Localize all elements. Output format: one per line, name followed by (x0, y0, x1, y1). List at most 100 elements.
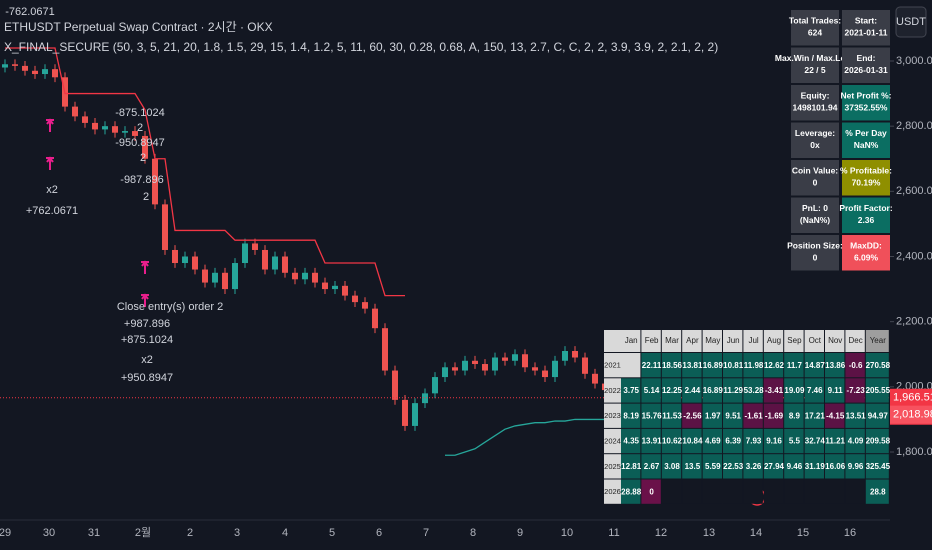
candle-body (492, 357, 498, 371)
stats-value: 0x (810, 140, 820, 150)
candle-body (112, 126, 118, 133)
month-value: 10.62 (662, 437, 683, 446)
month-cell (661, 428, 682, 454)
month-cell (682, 428, 702, 454)
month-cell (763, 403, 784, 428)
stats-label: % Profitable: (840, 165, 892, 175)
month-value: 9.46 (787, 462, 803, 471)
month-value: 12.81 (621, 462, 642, 471)
time-tick-label: 31 (88, 527, 100, 539)
trade-annotation: +875.1024 (121, 334, 173, 346)
trade-annotation: x2 (141, 354, 153, 366)
month-value: 0 (649, 487, 654, 496)
month-cell (825, 479, 845, 504)
month-value: 2.44 (685, 386, 701, 395)
candle-body (192, 256, 198, 270)
month-value: 13.51 (846, 411, 867, 420)
price-axis-panel (890, 0, 932, 550)
stats-label: Net Profit %: (841, 90, 892, 100)
month-value: 1.97 (705, 411, 721, 420)
month-value: 325.45 (866, 462, 891, 471)
month-cell (825, 403, 845, 428)
candle-body (482, 364, 488, 371)
year-cell (604, 378, 621, 403)
trade-annotation: 2 (140, 152, 146, 164)
trade-marker (141, 260, 149, 274)
time-tick-label: 29 (0, 527, 11, 539)
month-cell (825, 353, 845, 378)
month-cell (784, 428, 804, 454)
month-cell (621, 378, 641, 403)
last-price-label: 1,966.51 (893, 392, 932, 404)
month-cell (804, 479, 824, 504)
stats-cell (791, 197, 839, 233)
year-cell (604, 454, 621, 479)
month-cell (845, 378, 865, 403)
candle-body (332, 285, 338, 290)
time-tick-label: 8 (470, 527, 476, 539)
month-cell (682, 378, 702, 403)
currency-button-label[interactable]: USDT (896, 16, 926, 28)
year-label: 2021 (604, 361, 621, 370)
candle-body (262, 249, 268, 270)
month-value: 270.58 (866, 361, 891, 370)
month-value: 4.35 (623, 437, 639, 446)
month-header: Jul (748, 336, 758, 345)
stats-cell (842, 122, 890, 158)
month-cell (621, 403, 641, 428)
candle-body (42, 69, 48, 75)
candle-body (362, 302, 368, 309)
month-value: 28.8 (870, 487, 886, 496)
trail-line (445, 418, 615, 456)
candle-body (522, 354, 528, 368)
month-value: 12.25 (662, 386, 683, 395)
stats-value: 1498101.94 (793, 102, 838, 112)
stats-value: 2021-01-11 (844, 27, 887, 37)
stats-value: (NaN%) (800, 215, 830, 225)
time-tick-label: 10 (561, 527, 573, 539)
month-cell (784, 353, 804, 378)
stats-cell (842, 47, 890, 83)
month-value: 8.19 (623, 411, 639, 420)
month-value: 5.14 (644, 386, 660, 395)
stats-value: 70.19% (852, 177, 881, 187)
table-header-cell (661, 330, 682, 352)
month-value: 9.96 (848, 462, 864, 471)
month-cell (723, 428, 743, 454)
month-cell (804, 353, 824, 378)
candle-body (82, 116, 88, 123)
month-value: 27.94 (764, 462, 785, 471)
currency-button[interactable] (895, 6, 927, 38)
candle-body (182, 256, 188, 264)
candle-body (12, 64, 18, 66)
month-cell (865, 454, 889, 479)
month-cell (825, 378, 845, 403)
month-value: 13.91 (642, 437, 663, 446)
month-header: Aug (767, 336, 781, 345)
month-header: Year (870, 336, 887, 345)
stats-cell (842, 85, 890, 121)
month-value: -1.61 (744, 411, 763, 420)
price-tick-label: 1,800.00 (896, 446, 932, 458)
month-value: 3.26 (746, 462, 762, 471)
candle-body (172, 249, 178, 264)
month-cell (804, 428, 824, 454)
month-header: Oct (809, 336, 822, 345)
month-header: Sep (787, 336, 802, 345)
table-header-cell (621, 330, 641, 352)
candle-body (422, 393, 428, 404)
stats-cell (791, 10, 839, 46)
candle-body (222, 272, 228, 290)
month-header: Mar (665, 336, 679, 345)
year-cell (604, 428, 621, 454)
year-cell (604, 403, 621, 428)
stats-label: Coin Value: (792, 165, 838, 175)
month-value: 7.46 (807, 386, 823, 395)
stats-label: % Per Day (845, 128, 887, 138)
time-tick-label: 2 (187, 527, 193, 539)
candle-body (32, 70, 38, 75)
candle-body (52, 69, 58, 78)
stats-value: 0 (813, 252, 818, 262)
month-value: 17.21 (805, 411, 826, 420)
year-label: 2026 (604, 487, 621, 496)
